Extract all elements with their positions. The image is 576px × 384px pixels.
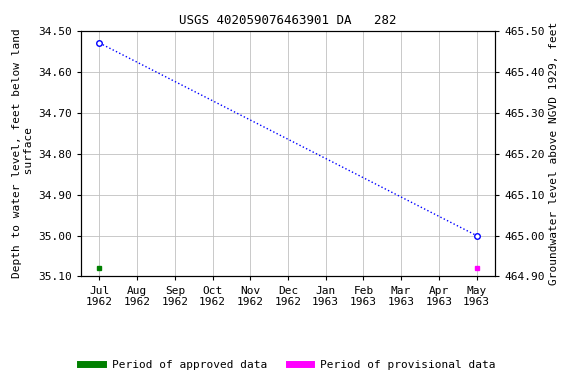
Y-axis label: Depth to water level, feet below land
 surface: Depth to water level, feet below land su… [12,29,33,278]
Legend: Period of approved data, Period of provisional data: Period of approved data, Period of provi… [76,356,500,375]
Y-axis label: Groundwater level above NGVD 1929, feet: Groundwater level above NGVD 1929, feet [549,22,559,285]
Title: USGS 402059076463901 DA   282: USGS 402059076463901 DA 282 [179,14,397,27]
